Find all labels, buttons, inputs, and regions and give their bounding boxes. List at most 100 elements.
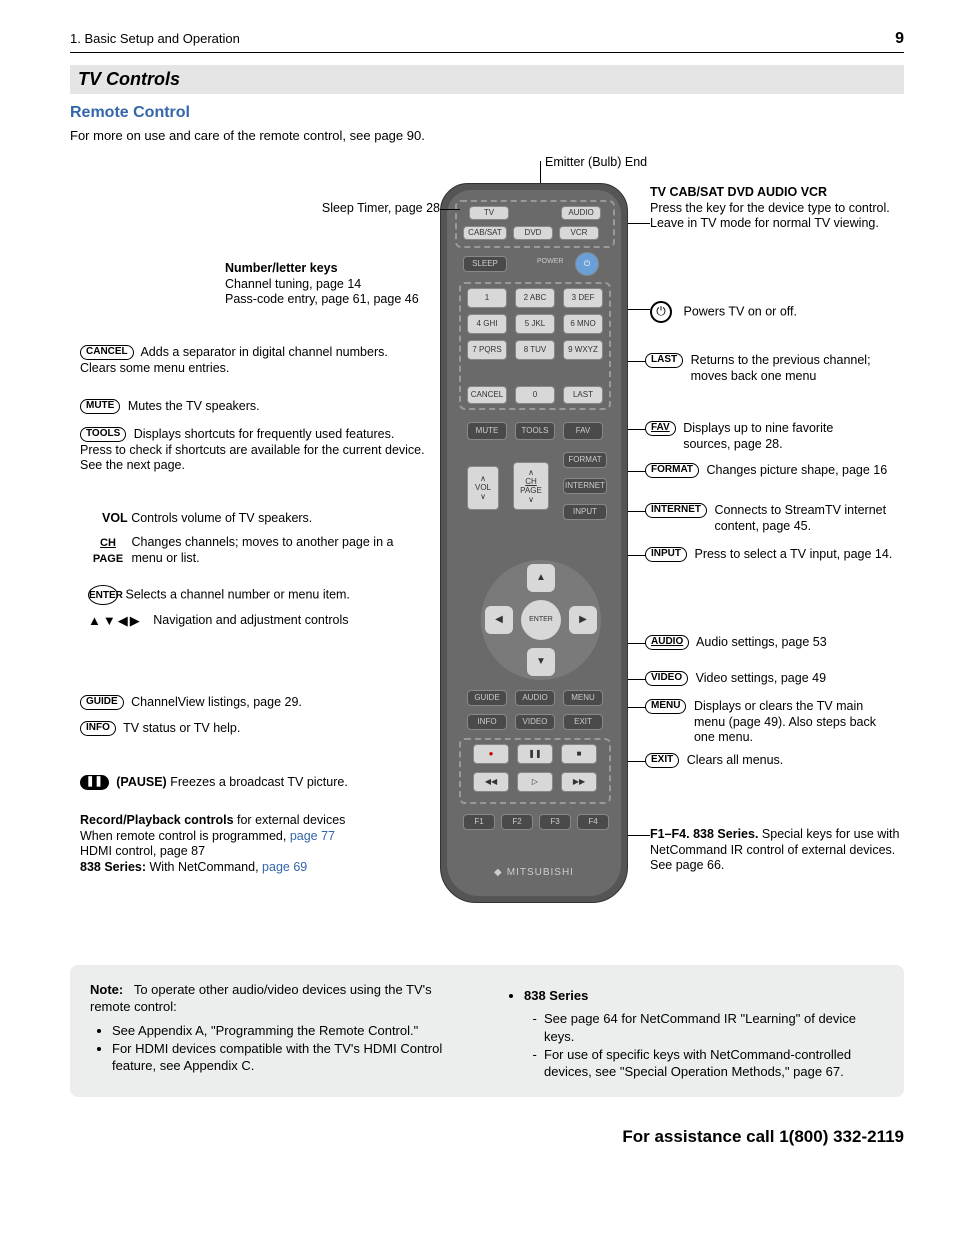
callout-fkeys: F1–F4. 838 Series. Special keys for use …	[650, 827, 910, 874]
btn-f1: F1	[463, 814, 495, 830]
subsection-title: Remote Control	[70, 104, 904, 122]
btn-chpage: ∧CHPAGE∨	[513, 462, 549, 510]
callout-format: FORMAT Changes picture shape, page 16	[645, 463, 905, 479]
note-left-column: Note: To operate other audio/video devic…	[90, 981, 472, 1081]
btn-vcr: VCR	[559, 226, 599, 240]
page-number: 9	[895, 30, 904, 48]
btn-audio: AUDIO	[515, 690, 555, 706]
note-r1: See page 64 for NetCommand IR "Learning"…	[544, 1010, 884, 1045]
footer-assist: For assistance call 1(800) 332-2119	[70, 1127, 904, 1147]
btn-record: ●	[473, 744, 509, 764]
leader	[628, 555, 646, 556]
callout-audio: AUDIO Audio settings, page 53	[645, 635, 905, 651]
key-exit: EXIT	[645, 753, 679, 768]
key-last: LAST	[645, 353, 683, 368]
nav-pad: ▲ ▼ ◀ ▶ ENTER	[481, 560, 601, 680]
btn-audio-mode: AUDIO	[561, 206, 601, 220]
key-cancel: CANCEL	[80, 345, 134, 360]
note-r2: For use of specific keys with NetCommand…	[544, 1046, 884, 1081]
btn-tools: TOOLS	[515, 422, 555, 440]
key-audio: AUDIO	[645, 635, 689, 650]
leader	[628, 707, 646, 708]
key-info: INFO	[80, 721, 116, 736]
btn-f4: F4	[577, 814, 609, 830]
callout-input: INPUT Press to select a TV input, page 1…	[645, 547, 905, 563]
leader	[628, 679, 646, 680]
intro-text: For more on use and care of the remote c…	[70, 128, 904, 145]
num-5: 5 JKL	[515, 314, 555, 334]
btn-enter: ENTER	[521, 600, 561, 640]
note-r-head: 838 Series See page 64 for NetCommand IR…	[524, 987, 884, 1081]
callout-menu: MENU Displays or clears the TV main menu…	[645, 699, 905, 746]
leader	[628, 761, 646, 762]
section-title: TV Controls	[70, 65, 904, 94]
callout-enter: ENTER Selects a channel number or menu i…	[88, 585, 428, 605]
key-mute: MUTE	[80, 399, 120, 414]
nav-right-icon: ▶	[569, 606, 597, 634]
power-icon: ⏻	[650, 301, 672, 323]
callout-video: VIDEO Video settings, page 49	[645, 671, 905, 687]
btn-vol: ∧VOL∨	[467, 466, 499, 510]
key-chpage: CH PAGE	[88, 535, 128, 567]
num-9: 9 WXYZ	[563, 340, 603, 360]
remote-inner: TV AUDIO CAB/SAT DVD VCR SLEEP POWER ⏻ 1…	[447, 190, 621, 896]
num-3: 3 DEF	[563, 288, 603, 308]
btn-tv: TV	[469, 206, 509, 220]
page-header: 1. Basic Setup and Operation 9	[70, 30, 904, 53]
key-format: FORMAT	[645, 463, 699, 478]
callout-vol: VOL Controls volume of TV speakers.	[102, 511, 422, 527]
key-pause: ❚❚	[80, 775, 109, 790]
btn-video: VIDEO	[515, 714, 555, 730]
chapter-title: 1. Basic Setup and Operation	[70, 31, 240, 46]
num-1: 1	[467, 288, 507, 308]
note-box: Note: To operate other audio/video devic…	[70, 965, 904, 1097]
callout-tools: TOOLS Displays shortcuts for frequently …	[80, 427, 425, 474]
key-enter: ENTER	[88, 585, 118, 605]
note-l2: For HDMI devices compatible with the TV'…	[112, 1040, 472, 1075]
btn-sleep: SLEEP	[463, 256, 507, 272]
callout-last: LAST Returns to the previous channel; mo…	[645, 353, 905, 384]
leader	[628, 361, 646, 362]
num-8: 8 TUV	[515, 340, 555, 360]
num-6: 6 MNO	[563, 314, 603, 334]
key-fav: FAV	[645, 421, 676, 436]
btn-last: LAST	[563, 386, 603, 404]
btn-exit: EXIT	[563, 714, 603, 730]
nav-down-icon: ▼	[527, 648, 555, 676]
leader	[628, 643, 646, 644]
leader	[628, 511, 646, 512]
btn-stop: ■	[561, 744, 597, 764]
key-menu: MENU	[645, 699, 686, 714]
brand-icon: ◆	[494, 867, 503, 878]
btn-fav: FAV	[563, 422, 603, 440]
btn-ffwd: ▶▶	[561, 772, 597, 792]
num-4: 4 GHI	[467, 314, 507, 334]
callout-guide: GUIDE ChannelView listings, page 29.	[80, 695, 425, 711]
note-right-column: 838 Series See page 64 for NetCommand IR…	[502, 981, 884, 1081]
callout-info: INFO TV status or TV help.	[80, 721, 425, 737]
nav-left-icon: ◀	[485, 606, 513, 634]
btn-dvd: DVD	[513, 226, 553, 240]
leader	[540, 161, 541, 185]
callout-fav: FAV Displays up to nine favorite sources…	[645, 421, 905, 452]
nav-up-icon: ▲	[527, 564, 555, 592]
callout-chpage: CH PAGE Changes channels; moves to anoth…	[88, 535, 423, 567]
callout-exit: EXIT Clears all menus.	[645, 753, 905, 769]
callout-pause: ❚❚ (PAUSE) Freezes a broadcast TV pictur…	[80, 775, 425, 791]
key-tools: TOOLS	[80, 427, 126, 442]
btn-f2: F2	[501, 814, 533, 830]
callout-sleep: Sleep Timer, page 28	[265, 201, 440, 217]
key-guide: GUIDE	[80, 695, 124, 710]
remote-body: TV AUDIO CAB/SAT DVD VCR SLEEP POWER ⏻ 1…	[440, 183, 628, 903]
callout-nav: ▲▼◀▶ Navigation and adjustment controls	[88, 613, 428, 629]
btn-cabsat: CAB/SAT	[463, 226, 507, 240]
leader	[628, 429, 646, 430]
callout-power: ⏻ Powers TV on or off.	[650, 301, 910, 323]
leader	[628, 471, 646, 472]
note-left-list: See Appendix A, "Programming the Remote …	[90, 1022, 472, 1075]
key-internet: INTERNET	[645, 503, 707, 518]
nav-arrows-icon: ▲▼◀▶	[88, 613, 142, 628]
btn-pause: ❚❚	[517, 744, 553, 764]
btn-f3: F3	[539, 814, 571, 830]
btn-guide: GUIDE	[467, 690, 507, 706]
